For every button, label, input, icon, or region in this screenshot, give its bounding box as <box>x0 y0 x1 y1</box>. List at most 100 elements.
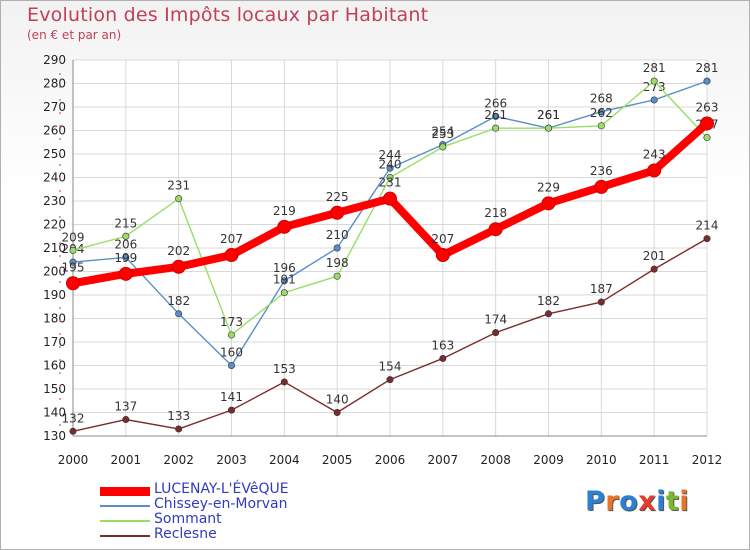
data-label: 281 <box>696 61 719 75</box>
legend-label: Sommant <box>154 511 222 527</box>
data-point <box>228 331 236 339</box>
data-label: 214 <box>696 219 719 233</box>
x-tick-label: 2001 <box>111 453 142 467</box>
data-label: 141 <box>220 390 243 404</box>
data-point <box>594 179 609 194</box>
data-label: 132 <box>62 411 85 425</box>
data-label: 273 <box>643 80 666 94</box>
data-label: 244 <box>379 148 402 162</box>
data-point <box>333 244 341 252</box>
data-point <box>333 272 341 280</box>
legend-label: LUCENAY-L'ÉVêQUE <box>154 481 289 497</box>
data-label: 268 <box>590 92 613 106</box>
data-point <box>700 116 714 131</box>
data-label: 266 <box>484 96 507 110</box>
data-label: 206 <box>114 237 137 251</box>
data-label: 199 <box>114 251 137 265</box>
data-label: 281 <box>643 61 666 75</box>
x-tick-label: 2007 <box>428 453 459 467</box>
y-tick-label: 190 <box>43 288 66 302</box>
data-point <box>386 164 394 172</box>
data-point <box>439 354 447 362</box>
logo-letter: x <box>638 486 657 517</box>
data-point <box>228 406 236 414</box>
data-point <box>492 329 500 337</box>
y-tick-label: 130 <box>43 429 66 443</box>
logo-letter: r <box>605 486 620 517</box>
data-label: 182 <box>537 294 560 308</box>
data-label: 263 <box>696 100 719 114</box>
data-point <box>69 427 77 435</box>
data-label: 253 <box>431 127 454 141</box>
logo-letter: i <box>656 486 666 517</box>
data-point <box>650 265 658 273</box>
data-point <box>277 219 292 234</box>
chart-title: Evolution des Impôts locaux par Habitant <box>27 4 429 26</box>
data-point <box>703 134 711 142</box>
data-label: 173 <box>220 315 243 329</box>
y-tick-label: 260 <box>43 124 66 138</box>
data-label: 174 <box>484 313 507 327</box>
data-point <box>175 195 183 203</box>
data-point <box>280 378 288 386</box>
data-label: 202 <box>167 244 190 258</box>
y-tick-label: 150 <box>43 382 66 396</box>
data-point <box>541 196 556 211</box>
data-label: 231 <box>167 179 190 193</box>
data-label: 160 <box>220 346 243 360</box>
y-tick-label: 270 <box>43 100 66 114</box>
chart-subtitle: (en € et par an) <box>27 28 122 42</box>
data-label: 261 <box>537 108 560 122</box>
x-tick-label: 2002 <box>163 453 194 467</box>
data-label: 195 <box>62 260 85 274</box>
y-tick-label: 280 <box>43 77 66 91</box>
legend-swatch <box>100 535 150 537</box>
data-label: 261 <box>537 108 560 122</box>
x-tick-label: 2011 <box>639 453 670 467</box>
data-label: 219 <box>273 204 296 218</box>
data-point <box>647 163 662 178</box>
data-point <box>66 276 80 291</box>
data-point <box>650 96 658 104</box>
x-tick-label: 2004 <box>269 453 300 467</box>
data-label: 229 <box>537 180 560 194</box>
data-point <box>280 289 288 297</box>
x-tick-label: 2006 <box>375 453 406 467</box>
data-point <box>280 277 288 285</box>
data-point <box>175 425 183 433</box>
data-point <box>228 361 236 369</box>
data-point <box>333 408 341 416</box>
y-tick-label: 230 <box>43 194 66 208</box>
y-tick-label: 170 <box>43 335 66 349</box>
data-label: 140 <box>326 393 349 407</box>
data-label: 187 <box>590 282 613 296</box>
data-label: 254 <box>431 125 454 139</box>
logo-letter: o <box>619 486 639 517</box>
y-tick-label: 160 <box>43 359 66 373</box>
data-point <box>122 253 130 261</box>
data-point <box>650 77 658 85</box>
data-point <box>122 232 130 240</box>
data-point <box>69 258 77 266</box>
data-point <box>386 174 394 182</box>
data-point <box>224 248 239 263</box>
data-point <box>597 298 605 306</box>
data-label: 191 <box>273 273 296 287</box>
data-label: 196 <box>273 261 296 275</box>
legend-label: Chissey-en-Morvan <box>154 496 288 512</box>
data-point <box>544 310 552 318</box>
data-point <box>439 143 447 151</box>
data-point <box>330 205 345 220</box>
legend-swatch <box>100 487 150 496</box>
legend-swatch <box>100 505 150 507</box>
x-tick-label: 2003 <box>216 453 247 467</box>
data-label: 153 <box>273 362 296 376</box>
data-point <box>597 122 605 130</box>
data-label: 207 <box>431 232 454 246</box>
data-label: 236 <box>590 164 613 178</box>
data-point <box>597 108 605 116</box>
data-label: 243 <box>643 147 666 161</box>
data-label: 163 <box>431 338 454 352</box>
data-point <box>386 376 394 384</box>
data-label: 210 <box>326 228 349 242</box>
